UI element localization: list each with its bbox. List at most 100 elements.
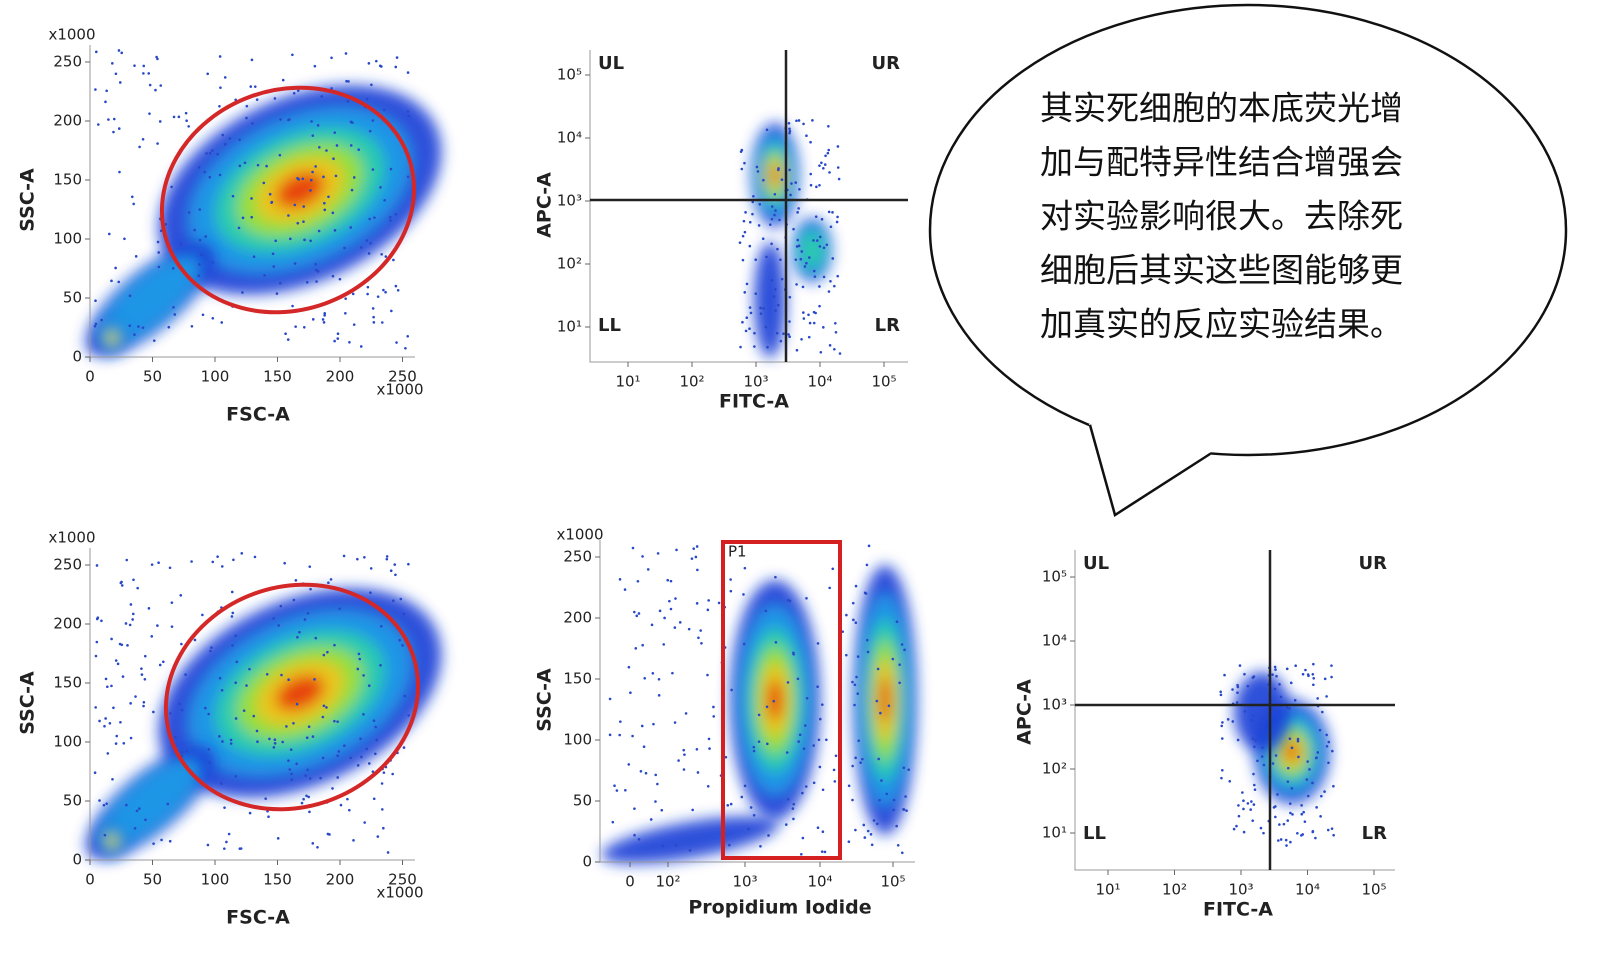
event-dot xyxy=(631,734,634,738)
event-dot xyxy=(1243,710,1247,713)
event-dot xyxy=(100,318,103,322)
y-tick-label: 200 xyxy=(53,615,82,633)
event-dot xyxy=(118,81,122,84)
event-dot xyxy=(379,663,382,667)
event-dot xyxy=(206,843,210,847)
event-dot xyxy=(273,97,277,100)
event-dot xyxy=(333,339,336,343)
event-dot xyxy=(1237,804,1240,807)
event-dot xyxy=(707,737,711,741)
event-dot xyxy=(673,626,677,629)
event-dot xyxy=(1325,733,1328,737)
event-dot xyxy=(323,312,327,315)
event-dot xyxy=(613,784,616,788)
event-dot xyxy=(799,257,803,261)
event-dot xyxy=(623,588,627,591)
event-dot xyxy=(372,321,376,324)
event-dot xyxy=(147,72,151,75)
event-dot xyxy=(820,217,824,221)
event-dot xyxy=(608,733,612,737)
event-dot xyxy=(649,818,653,821)
event-dot xyxy=(800,337,803,341)
density-level xyxy=(770,166,780,184)
event-dot xyxy=(330,87,333,90)
event-dot xyxy=(295,762,298,766)
event-dot xyxy=(289,237,292,241)
event-dot xyxy=(309,239,312,243)
event-dot xyxy=(756,170,760,173)
event-dot xyxy=(904,795,907,798)
event-dot xyxy=(372,315,375,319)
event-dot xyxy=(1251,737,1255,740)
event-dot xyxy=(1235,701,1239,704)
event-dot xyxy=(349,120,353,124)
event-dot xyxy=(241,216,245,220)
event-dot xyxy=(180,750,184,754)
event-dot xyxy=(255,98,259,101)
event-dot xyxy=(795,348,799,352)
event-dot xyxy=(752,745,756,749)
event-dot xyxy=(1330,664,1333,667)
event-dot xyxy=(305,736,309,740)
y-tick-label: 150 xyxy=(53,171,82,189)
event-dot xyxy=(856,692,860,695)
event-dot xyxy=(308,565,312,568)
event-dot xyxy=(272,265,276,268)
event-dot xyxy=(1303,820,1307,823)
event-dot xyxy=(301,177,305,181)
event-dot xyxy=(230,590,234,594)
event-dot xyxy=(854,828,857,832)
event-dot xyxy=(758,202,762,206)
event-dot xyxy=(1220,724,1224,728)
event-dot xyxy=(273,742,277,745)
event-dot xyxy=(198,263,201,266)
event-dot xyxy=(1279,695,1283,699)
event-dot xyxy=(296,221,300,225)
event-dot xyxy=(95,640,99,644)
event-dot xyxy=(141,326,145,329)
event-dot xyxy=(804,785,808,788)
event-dot xyxy=(223,143,227,146)
event-dot xyxy=(752,749,756,753)
event-dot xyxy=(306,611,310,615)
event-dot xyxy=(743,161,746,165)
event-dot xyxy=(363,555,366,559)
y-tick-label: 250 xyxy=(53,556,82,574)
event-dot xyxy=(1300,834,1303,837)
event-dot xyxy=(380,808,384,811)
event-dot xyxy=(200,253,203,257)
event-dot xyxy=(695,545,699,548)
event-dot xyxy=(274,239,277,243)
event-dot xyxy=(371,770,375,773)
event-dot xyxy=(367,252,371,255)
event-dot xyxy=(307,795,310,799)
event-dot xyxy=(174,735,177,739)
event-dot xyxy=(828,586,831,590)
density-cloud xyxy=(730,580,820,820)
density-level xyxy=(879,677,891,723)
event-dot xyxy=(366,285,370,289)
y-tick-label: 50 xyxy=(63,289,82,307)
event-dot xyxy=(208,151,212,155)
event-dot xyxy=(1288,707,1291,710)
event-dot xyxy=(853,703,856,707)
event-dot xyxy=(878,798,881,802)
event-dot xyxy=(142,64,146,68)
event-dot xyxy=(905,809,908,812)
event-dot xyxy=(251,122,254,125)
event-dot xyxy=(1257,722,1261,726)
callout-line: 细胞后其实这些图能够更 xyxy=(1040,251,1403,290)
event-dot xyxy=(180,642,183,646)
event-dot xyxy=(753,331,756,335)
event-dot xyxy=(314,268,318,272)
event-dot xyxy=(293,203,297,207)
event-dot xyxy=(1252,772,1255,776)
event-dot xyxy=(158,120,162,123)
event-dot xyxy=(298,630,301,634)
event-dot xyxy=(262,181,266,185)
event-dot xyxy=(197,274,201,277)
event-dot xyxy=(789,193,792,197)
event-dot xyxy=(93,771,97,775)
event-dot xyxy=(788,320,791,323)
event-dot xyxy=(263,274,266,277)
